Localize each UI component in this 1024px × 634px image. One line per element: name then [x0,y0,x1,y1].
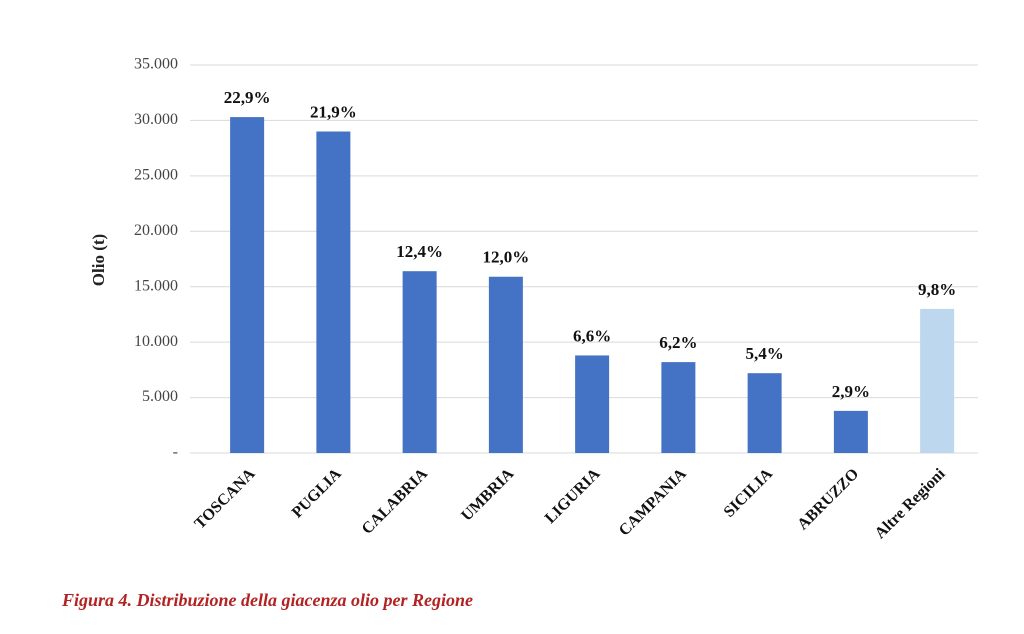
bar [747,373,782,453]
data-label: 2,9% [832,382,870,401]
y-axis-label: Olio (t) [89,234,108,286]
bar [833,410,868,453]
caption: Figura 4. Distribuzione della giacenza o… [61,590,473,610]
data-label: 6,2% [659,333,697,352]
y-tick-label: - [173,444,178,461]
x-tick-label: PUGLIA [289,465,345,521]
bar [920,308,955,453]
bar [316,131,351,453]
bar [488,276,523,453]
data-label: 6,6% [573,326,611,345]
x-tick-label: SICILIA [721,465,777,521]
x-tick-label: ABRUZZO [794,465,862,533]
y-tick-label: 35.000 [134,56,178,73]
y-tick-label: 15.000 [134,277,178,294]
data-label: 21,9% [310,102,357,121]
bar [230,117,265,454]
data-label: 22,9% [224,88,271,107]
bar [402,271,437,453]
bar [575,355,610,453]
data-label: 12,4% [396,242,443,261]
y-tick-label: 10.000 [134,333,178,350]
x-tick-label: CALABRIA [359,465,432,538]
x-tick-label: Altre Regioni [872,465,949,542]
data-label: 5,4% [746,344,784,363]
y-tick-label: 30.000 [134,111,178,128]
x-tick-label: LIGURIA [542,465,604,527]
x-tick-label: UMBRIA [458,465,517,524]
y-tick-label: 20.000 [134,222,178,239]
data-label: 12,0% [483,248,530,267]
bar [661,362,696,453]
x-tick-label: CAMPANIA [616,465,690,539]
data-label: 9,8% [918,280,956,299]
y-tick-label: 25.000 [134,167,178,184]
y-tick-label: 5.000 [142,388,178,405]
x-tick-label: TOSCANA [191,465,258,532]
